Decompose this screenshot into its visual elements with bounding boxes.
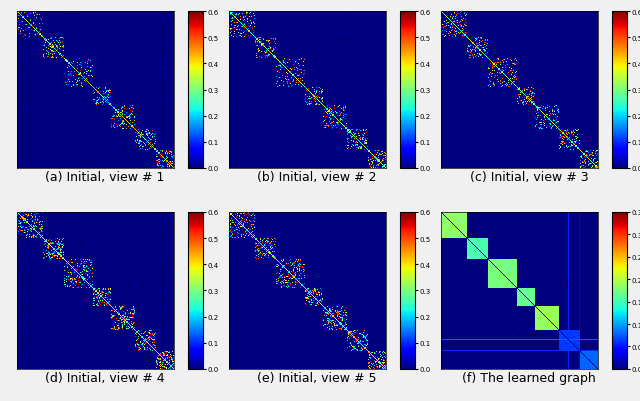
Text: (e) Initial, view # 5: (e) Initial, view # 5 [257, 371, 376, 384]
Text: (a) Initial, view # 1: (a) Initial, view # 1 [45, 170, 164, 184]
Text: (c) Initial, view # 3: (c) Initial, view # 3 [470, 170, 588, 184]
Text: (d) Initial, view # 4: (d) Initial, view # 4 [45, 371, 164, 384]
Text: (b) Initial, view # 2: (b) Initial, view # 2 [257, 170, 376, 184]
Text: (f) The learned graph: (f) The learned graph [462, 371, 596, 384]
